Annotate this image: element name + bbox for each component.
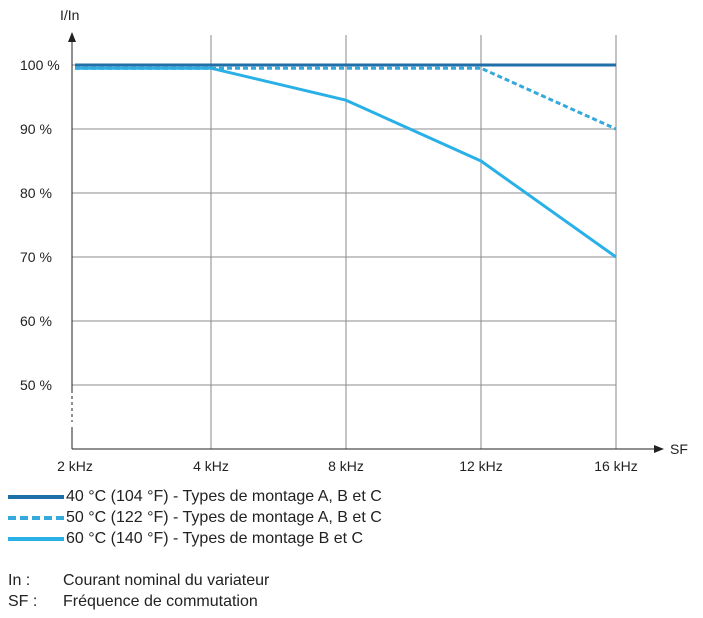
- y-tick-label: 60 %: [20, 313, 52, 329]
- x-tick-label: 8 kHz: [328, 458, 364, 474]
- series-lines: [75, 63, 617, 259]
- y-tick-label: 70 %: [20, 249, 52, 265]
- legend-swatch-50c: [8, 515, 64, 520]
- y-tick-label: 50 %: [20, 377, 52, 393]
- y-tick-label: 90 %: [20, 121, 52, 137]
- legend-item: 60 °C (140 °F) - Types de montage B et C: [8, 528, 382, 549]
- note-text: Fréquence de commutation: [63, 593, 258, 610]
- series-line: [75, 66, 617, 131]
- x-axis-title: SF: [670, 441, 688, 457]
- x-tick-label: 4 kHz: [193, 458, 229, 474]
- tick-labels: I/In SF 50 % 60 % 70 % 80 % 90 % 100 % 2 kHz 4 kH…: [20, 7, 688, 474]
- notes: In : Courant nominal du variateur SF : F…: [8, 570, 269, 612]
- legend-swatch-60c: [8, 536, 64, 541]
- x-axis-arrow: [654, 445, 664, 453]
- note-row: SF : Fréquence de commutation: [8, 591, 269, 612]
- x-tick-label: 2 kHz: [57, 458, 93, 474]
- note-key: SF :: [8, 593, 38, 610]
- note-key: In :: [8, 572, 31, 589]
- y-axis-arrow: [68, 32, 76, 42]
- note-text: Courant nominal du variateur: [63, 572, 270, 589]
- x-tick-label: 16 kHz: [594, 458, 638, 474]
- legend: 40 °C (104 °F) - Types de montage A, B e…: [8, 486, 382, 549]
- x-tick-label: 12 kHz: [459, 458, 503, 474]
- legend-label: 50 °C (122 °F) - Types de montage A, B e…: [66, 509, 382, 526]
- legend-label: 60 °C (140 °F) - Types de montage B et C: [66, 530, 364, 547]
- note-row: In : Courant nominal du variateur: [8, 570, 269, 591]
- legend-item: 40 °C (104 °F) - Types de montage A, B e…: [8, 486, 382, 507]
- legend-swatch-40c: [8, 494, 64, 499]
- y-axis-title: I/In: [60, 7, 79, 23]
- axes: [68, 32, 664, 453]
- chart: I/In SF 50 % 60 % 70 % 80 % 90 % 100 % 2 kHz 4 kH…: [20, 7, 688, 474]
- legend-item: 50 °C (122 °F) - Types de montage A, B e…: [8, 507, 382, 528]
- y-tick-label: 100 %: [20, 57, 60, 73]
- legend-label: 40 °C (104 °F) - Types de montage A, B e…: [66, 488, 382, 505]
- grid: [72, 35, 617, 449]
- y-tick-label: 80 %: [20, 185, 52, 201]
